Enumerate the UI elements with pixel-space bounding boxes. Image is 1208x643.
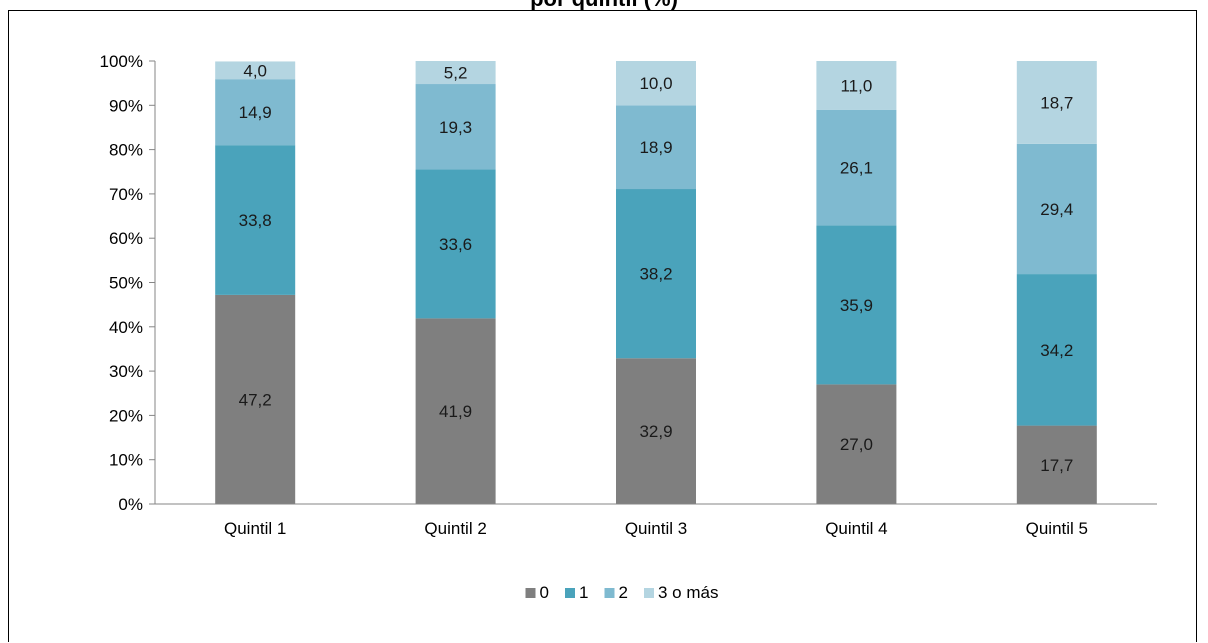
bar-segment[interactable] [1016, 143, 1097, 275]
data-label: 47,2 [239, 390, 272, 409]
bar-segment[interactable] [1016, 274, 1097, 426]
bar-segment[interactable] [816, 61, 897, 110]
bar-segment[interactable] [1016, 425, 1097, 504]
bar-segment[interactable] [415, 61, 496, 85]
bar-segment[interactable] [1016, 61, 1097, 144]
bar-segment[interactable] [816, 109, 897, 226]
y-tick-label: 0% [118, 495, 143, 514]
data-label: 27,0 [840, 435, 873, 454]
bar-segment[interactable] [616, 105, 696, 190]
data-label: 18,9 [639, 138, 672, 157]
data-label: 10,0 [639, 74, 672, 93]
y-tick-label: 10% [109, 451, 143, 470]
bar-segment[interactable] [816, 225, 897, 385]
bar-segment[interactable] [215, 145, 296, 295]
y-tick-label: 100% [100, 52, 143, 71]
data-label: 32,9 [639, 422, 672, 441]
legend-label: 2 [619, 583, 628, 602]
bar-segment[interactable] [616, 358, 696, 504]
data-label: 18,7 [1040, 93, 1073, 112]
x-tick-label: Quintil 3 [625, 519, 687, 538]
data-label: 38,2 [639, 265, 672, 284]
data-label: 33,8 [239, 211, 272, 230]
bar-segment[interactable] [215, 61, 296, 80]
legend-swatch [644, 588, 654, 598]
bar-segment[interactable] [415, 169, 496, 319]
legend-swatch [604, 588, 615, 598]
data-label: 4,0 [243, 61, 267, 80]
chart-border [8, 10, 1197, 642]
x-tick-label: Quintil 5 [1026, 519, 1088, 538]
y-tick-label: 70% [109, 185, 143, 204]
legend-swatch [565, 588, 575, 598]
y-tick-label: 50% [109, 274, 143, 293]
bar-segment[interactable] [415, 318, 496, 504]
y-tick-label: 80% [109, 141, 143, 160]
data-label: 41,9 [439, 402, 472, 421]
legend-label: 0 [540, 583, 549, 602]
bar-segment[interactable] [215, 79, 296, 146]
bar-segment[interactable] [616, 61, 696, 106]
legend-label: 3 o más [658, 583, 718, 602]
y-tick-label: 60% [109, 229, 143, 248]
data-label: 17,7 [1040, 456, 1073, 475]
data-label: 29,4 [1040, 200, 1073, 219]
y-tick-label: 30% [109, 362, 143, 381]
data-label: 35,9 [840, 296, 873, 315]
legend-label: 1 [579, 583, 588, 602]
x-tick-label: Quintil 1 [224, 519, 286, 538]
y-tick-label: 20% [109, 406, 143, 425]
y-tick-label: 40% [109, 318, 143, 337]
data-label: 5,2 [444, 64, 468, 83]
bar-segment[interactable] [616, 189, 696, 359]
bar-segment[interactable] [415, 84, 496, 170]
data-label: 26,1 [840, 159, 873, 178]
x-tick-label: Quintil 2 [424, 519, 486, 538]
legend-swatch [525, 588, 536, 598]
y-tick-label: 90% [109, 96, 143, 115]
data-label: 19,3 [439, 118, 472, 137]
bar-segment[interactable] [816, 384, 897, 504]
data-label: 33,6 [439, 235, 472, 254]
data-label: 11,0 [840, 76, 872, 95]
data-label: 14,9 [239, 103, 272, 122]
chart-title: por quintil (%) [0, 0, 1208, 12]
x-tick-label: Quintil 4 [825, 519, 887, 538]
data-label: 34,2 [1040, 341, 1073, 360]
bar-segment[interactable] [215, 294, 296, 504]
